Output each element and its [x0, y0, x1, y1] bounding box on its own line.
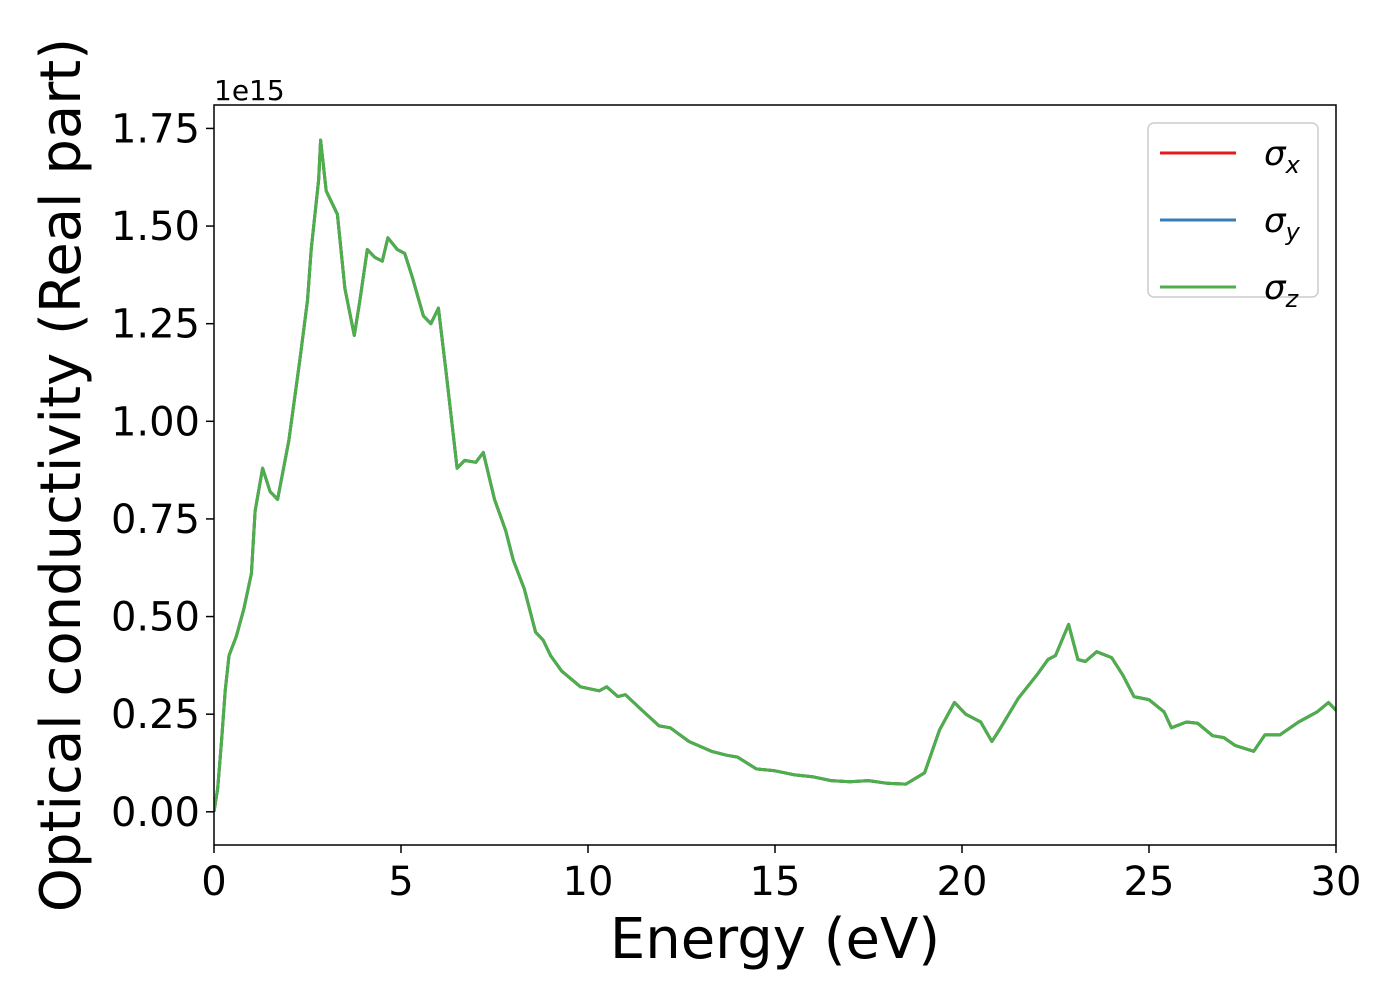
- series-line: [214, 138, 1336, 813]
- y-tick-label: 0.50: [111, 595, 200, 641]
- legend-label: σy: [1264, 201, 1301, 246]
- x-tick-label: 15: [750, 859, 801, 905]
- x-tick-label: 30: [1311, 859, 1362, 905]
- legend-label: σz: [1264, 268, 1300, 313]
- legend-box: [1147, 122, 1319, 298]
- y-tick-label: 1.50: [111, 204, 200, 250]
- x-tick-label: 20: [937, 859, 988, 905]
- y-axis-label: Optical conductivity (Real part): [29, 38, 94, 912]
- y-tick-label: 1.75: [111, 106, 200, 152]
- y-tick-label: 1.25: [111, 302, 200, 348]
- x-tick-label: 0: [201, 859, 226, 905]
- y-offset-label: 1e15: [214, 74, 285, 107]
- legend: σx σy σz: [1147, 122, 1319, 313]
- y-tick-label: 1.00: [111, 399, 200, 445]
- y-tick-label: 0.25: [111, 692, 200, 738]
- x-axis-label: Energy (eV): [610, 907, 940, 972]
- x-tick-label: 10: [563, 859, 614, 905]
- y-tick-label: 0.75: [111, 497, 200, 543]
- x-tick-label: 25: [1124, 859, 1175, 905]
- plot-frame: [213, 104, 1337, 846]
- y-tick-label: 0.00: [111, 790, 200, 836]
- legend-label: σx: [1264, 134, 1301, 179]
- x-tick-label: 5: [388, 859, 413, 905]
